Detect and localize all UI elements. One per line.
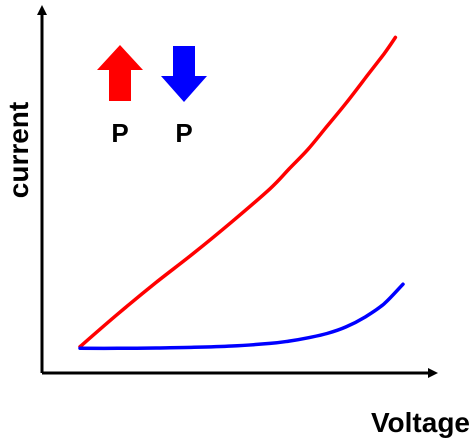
series-line-blue — [78, 282, 405, 351]
legend-entry-up: P — [97, 45, 143, 148]
legend-label-up: P — [111, 118, 128, 148]
legend-entry-down: P — [161, 46, 207, 148]
series-line-red — [78, 35, 398, 349]
arrow-down-icon — [161, 46, 207, 102]
legend-label-down: P — [175, 118, 192, 148]
y-axis-title: current — [3, 102, 34, 198]
x-axis-title: Voltage — [371, 407, 470, 438]
arrow-up-icon — [97, 45, 143, 101]
legend: P P — [97, 45, 207, 148]
